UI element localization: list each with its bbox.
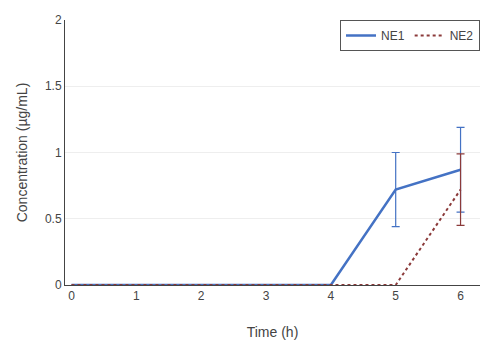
svg-text:4: 4 (328, 289, 335, 303)
svg-text:5: 5 (392, 289, 399, 303)
svg-text:NE2: NE2 (450, 29, 474, 43)
svg-text:Time (h): Time (h) (247, 324, 299, 340)
svg-text:Concentration (µg/mL): Concentration (µg/mL) (14, 83, 30, 223)
svg-text:0: 0 (55, 278, 62, 292)
svg-text:0.5: 0.5 (45, 212, 62, 226)
svg-text:3: 3 (263, 289, 270, 303)
svg-text:0: 0 (68, 289, 75, 303)
svg-text:1: 1 (133, 289, 140, 303)
svg-text:NE1: NE1 (381, 29, 405, 43)
svg-text:1.5: 1.5 (45, 79, 62, 93)
svg-text:6: 6 (457, 289, 464, 303)
svg-text:2: 2 (55, 13, 62, 27)
svg-text:1: 1 (55, 146, 62, 160)
svg-text:2: 2 (198, 289, 205, 303)
